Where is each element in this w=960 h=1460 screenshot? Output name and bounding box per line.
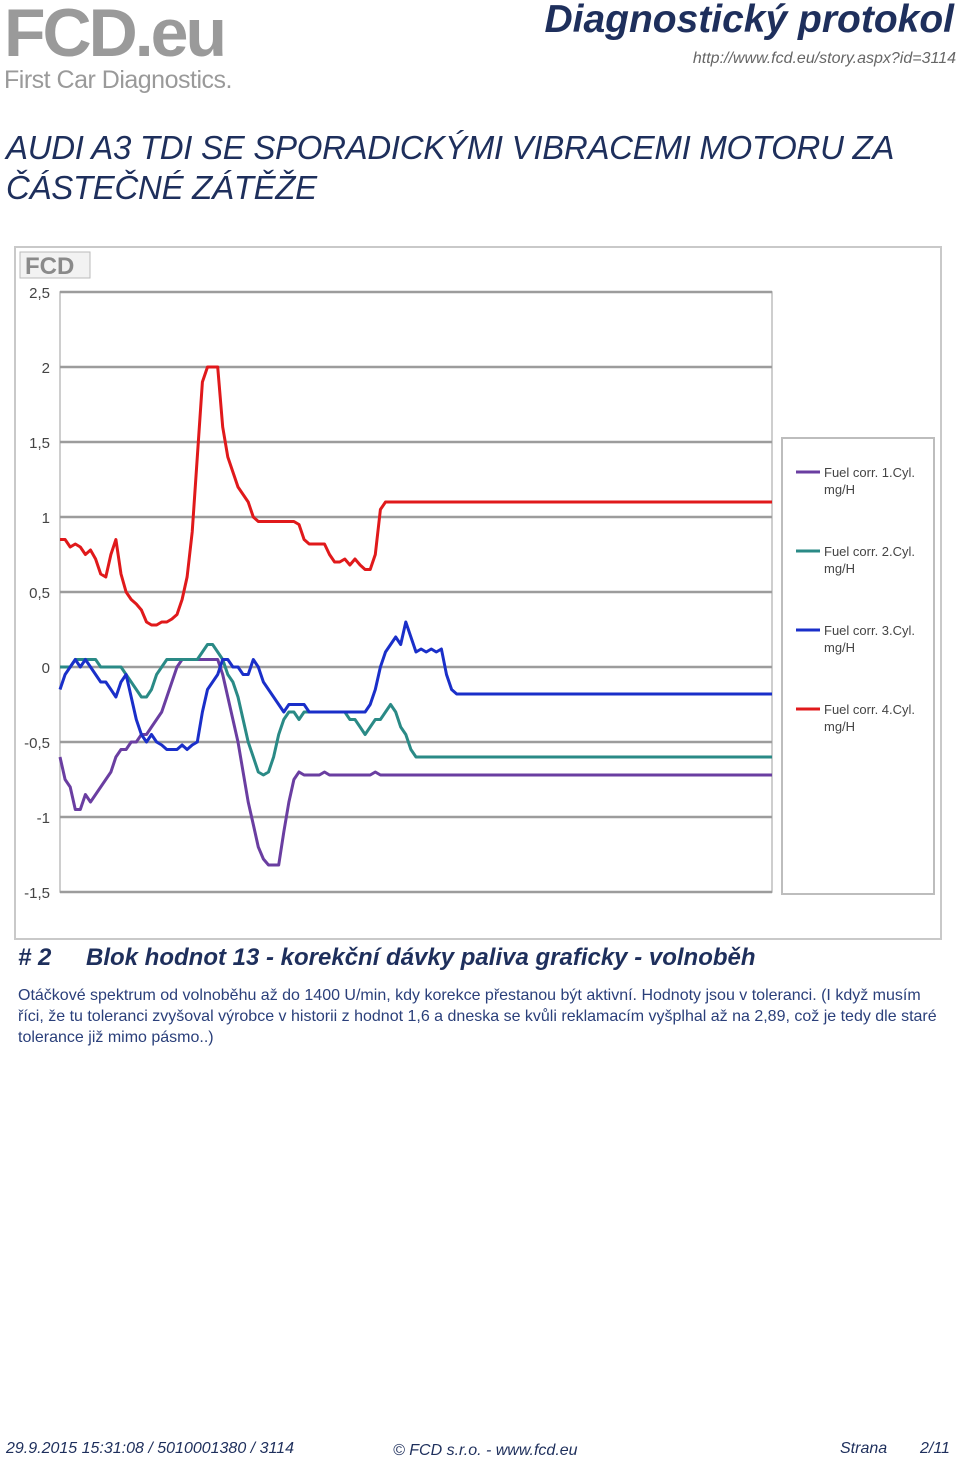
- footer-page-label: Strana: [840, 1440, 888, 1457]
- story-title: AUDI A3 TDI SE SPORADICKÝMI VIBRACEMI MO…: [6, 129, 893, 206]
- series-line: [60, 643, 772, 777]
- block-title: Blok hodnot 13 - korekční dávky paliva g…: [86, 944, 756, 971]
- chart-logo: FCD: [25, 253, 74, 280]
- fcd-logo: FCD.eu First Car Diagnostics.: [4, 0, 240, 96]
- footer-page-number: 2/11: [920, 1440, 950, 1457]
- legend-label: Fuel corr. 4.Cyl.: [824, 702, 915, 717]
- legend-unit: mg/H: [824, 640, 855, 655]
- logo-text-dot: .eu: [134, 0, 227, 71]
- legend-label: Fuel corr. 3.Cyl.: [824, 623, 915, 638]
- legend-unit: mg/H: [824, 561, 855, 576]
- y-tick-label: 1,5: [29, 435, 50, 452]
- legend-unit: mg/H: [824, 482, 855, 497]
- footer-copyright: © FCD s.r.o. - www.fcd.eu: [393, 1442, 578, 1459]
- y-tick-label: -1,5: [24, 885, 50, 902]
- chart-logo-box: [19, 251, 91, 279]
- legend-box: [781, 437, 935, 895]
- document-title: Diagnostický protokol: [544, 0, 954, 41]
- logo-text-main: FCD: [4, 0, 138, 71]
- logo-subtitle: First Car Diagnostics.: [4, 66, 232, 94]
- y-tick-label: 1: [42, 510, 50, 527]
- series-line: [58, 620, 772, 751]
- series-line: [58, 658, 772, 867]
- y-tick-label: -0,5: [24, 735, 50, 752]
- document-url[interactable]: http://www.fcd.eu/story.aspx?id=3114: [692, 50, 956, 67]
- legend-label: Fuel corr. 1.Cyl.: [824, 465, 915, 480]
- legend-label: Fuel corr. 2.Cyl.: [824, 544, 915, 559]
- y-tick-label: 2,5: [29, 285, 50, 302]
- block-description: Otáčkové spektrum od volnoběhu až do 140…: [18, 987, 937, 1046]
- footer-timestamp: 29.9.2015 15:31:08 / 5010001380 / 3114: [6, 1440, 294, 1457]
- legend-unit: mg/H: [824, 719, 855, 734]
- fuel-correction-chart: FCD 2,5 2 1,5 1 0,5 0 -0,5 -1 -1,5 Fuel corr. 1.Cy…: [19, 251, 935, 902]
- chart-frame: FCD 2,5 2 1,5 1 0,5 0 -0,5 -1 -1,5 Fuel corr. 1.Cy…: [14, 246, 942, 940]
- block-heading: # 2 Blok hodnot 13 - korekční dávky paliv…: [18, 944, 756, 972]
- y-tick-label: -1: [37, 810, 50, 827]
- y-tick-label: 0: [42, 660, 50, 677]
- block-number: # 2: [18, 944, 52, 971]
- y-tick-label: 0,5: [29, 585, 50, 602]
- series-line: [60, 365, 772, 627]
- y-tick-label: 2: [42, 360, 50, 377]
